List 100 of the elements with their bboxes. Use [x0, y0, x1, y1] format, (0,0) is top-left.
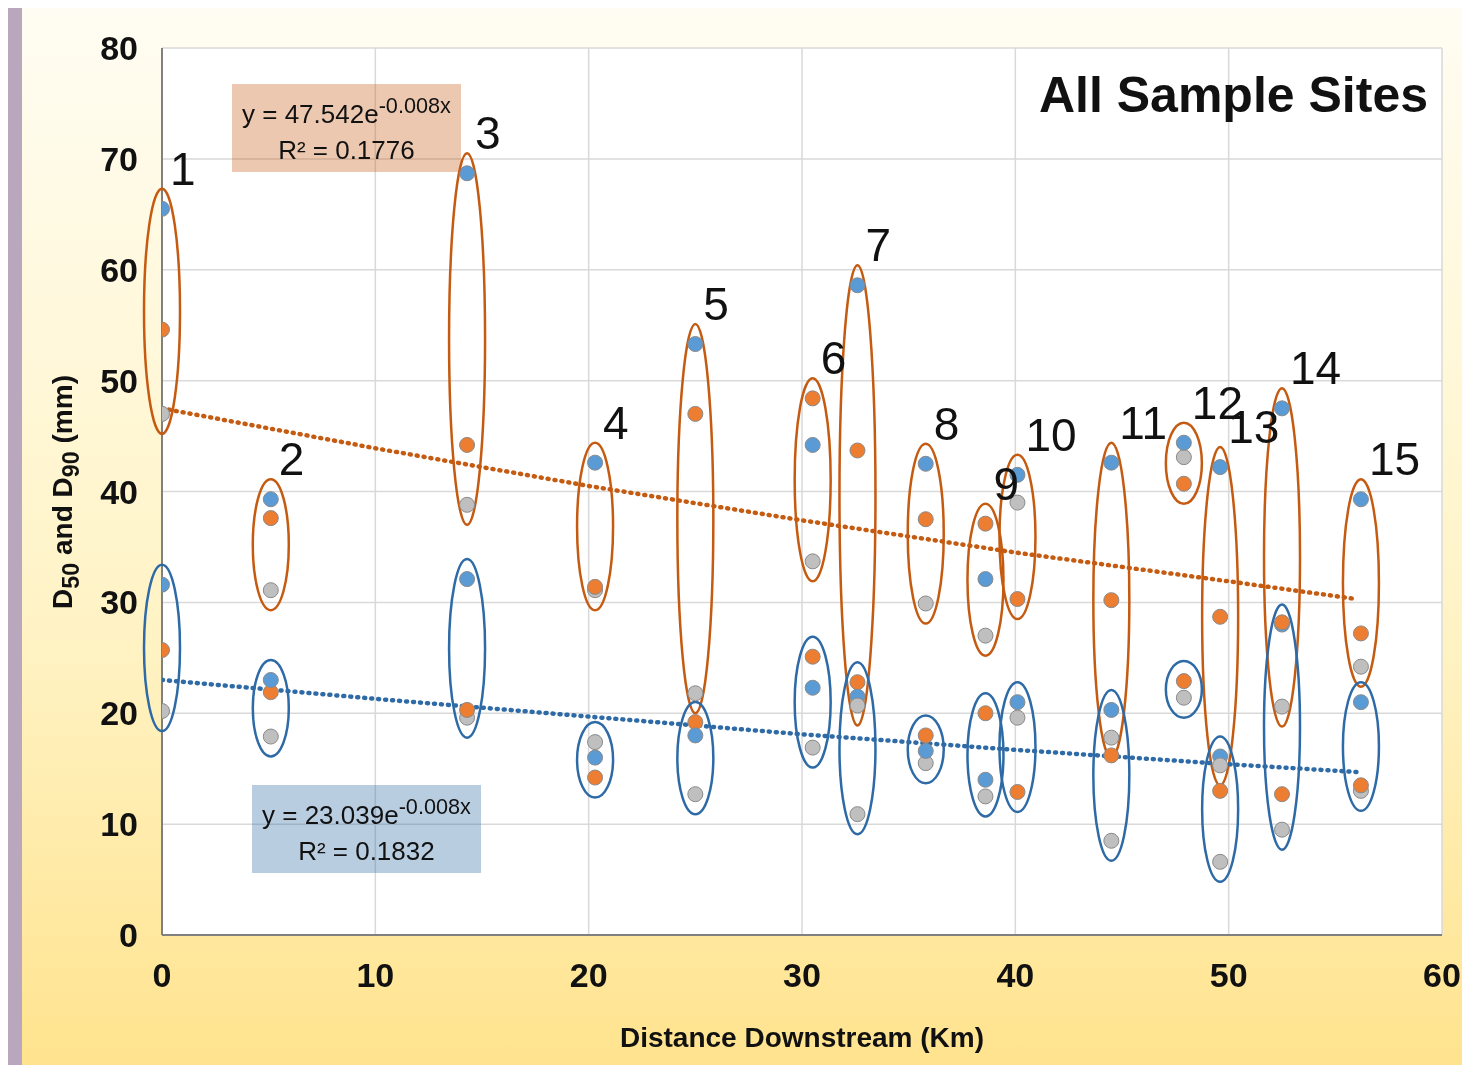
x-tick-label: 20: [569, 956, 608, 995]
point: [1352, 491, 1369, 508]
y-tick-label: 50: [100, 361, 138, 400]
annotation: y = 47.542e$^{-0.008x}$ R² = 0.1776: [232, 84, 461, 172]
point: [1103, 454, 1120, 471]
point: [262, 728, 279, 745]
point: [977, 705, 994, 722]
y-tick-label: 80: [100, 29, 138, 68]
annotation: 1: [170, 142, 196, 195]
annotation: 7: [865, 219, 892, 272]
point: [1009, 709, 1026, 726]
point: [687, 786, 704, 803]
point: [1175, 434, 1192, 451]
point: [1103, 832, 1120, 849]
point: [977, 571, 994, 588]
y-tick-label: 40: [100, 472, 138, 511]
point: [849, 674, 866, 691]
point: [917, 742, 934, 759]
point: [977, 627, 994, 644]
point: [804, 739, 821, 756]
point: [587, 734, 604, 751]
y-tick-label: 60: [100, 250, 138, 289]
y-tick-label: 30: [100, 583, 138, 622]
point: [1009, 783, 1026, 800]
point: [1175, 475, 1192, 492]
point: [1352, 694, 1369, 711]
point: [1352, 777, 1369, 794]
x-tick-label: 50: [1209, 956, 1248, 995]
x-tick-label: 60: [1423, 956, 1461, 995]
annotation: 10: [1025, 408, 1077, 461]
y-tick-label: 0: [119, 916, 138, 955]
point: [262, 510, 279, 527]
point: [1212, 853, 1229, 870]
point: [687, 336, 704, 353]
annotation: 14: [1290, 342, 1342, 395]
point: [849, 806, 866, 823]
y-tick-label: 20: [100, 694, 138, 733]
point: [587, 769, 604, 786]
point: [917, 455, 934, 472]
point: [1352, 625, 1369, 642]
point: [687, 714, 704, 731]
y-tick-label: 70: [100, 139, 138, 178]
point: [804, 679, 821, 696]
point: [917, 511, 934, 528]
point: [459, 496, 476, 513]
y-tick-label: 10: [100, 805, 138, 844]
point: [917, 595, 934, 612]
line-series: [162, 677, 1359, 775]
annotation: 8: [933, 397, 960, 450]
point: [1009, 694, 1026, 711]
point: [849, 277, 866, 294]
point: [262, 491, 279, 508]
point: [1212, 757, 1229, 774]
point: [1103, 729, 1120, 746]
point: [687, 727, 704, 744]
point: [1274, 821, 1290, 838]
point: [1009, 591, 1026, 608]
point: [1274, 786, 1290, 803]
point: [977, 771, 994, 788]
annotation: 2: [278, 433, 305, 486]
point: [1212, 782, 1229, 799]
point: [1103, 747, 1120, 764]
point: [977, 515, 994, 532]
point: [1274, 698, 1290, 715]
point: [587, 454, 604, 471]
point: [917, 727, 934, 744]
annotation: 3: [475, 107, 501, 160]
x-tick-label: 30: [783, 956, 821, 995]
annotation: 15: [1368, 433, 1421, 486]
x-axis-title: Distance Downstream (Km): [619, 1022, 985, 1053]
point: [459, 571, 476, 588]
point: [1352, 658, 1369, 675]
point: [459, 165, 476, 182]
annotation: 5: [703, 278, 729, 331]
point: [1212, 608, 1229, 625]
point: [687, 405, 704, 422]
point: [977, 788, 994, 805]
x-tick-label: 40: [996, 956, 1035, 995]
point: [687, 685, 704, 702]
annotation: 4: [603, 396, 629, 449]
point: [849, 442, 866, 459]
point: [804, 390, 821, 407]
point: [587, 749, 604, 766]
x-tick-label: 10: [356, 956, 395, 995]
point: [459, 436, 476, 453]
chart-title: All Sample Sites: [1038, 66, 1428, 124]
annotation: 11: [1119, 396, 1168, 449]
point: [1103, 701, 1120, 718]
point: [804, 436, 821, 453]
annotation: y = 23.039e$^{-0.008x}$ R² = 0.1832: [252, 785, 481, 873]
point: [1175, 449, 1192, 466]
point: [262, 671, 279, 688]
point: [587, 578, 604, 595]
point: [262, 582, 279, 599]
point: [804, 553, 821, 570]
point: [1212, 459, 1229, 476]
point: [804, 648, 821, 665]
point: [849, 697, 866, 714]
x-tick-label: 0: [152, 956, 172, 995]
point: [459, 701, 476, 718]
